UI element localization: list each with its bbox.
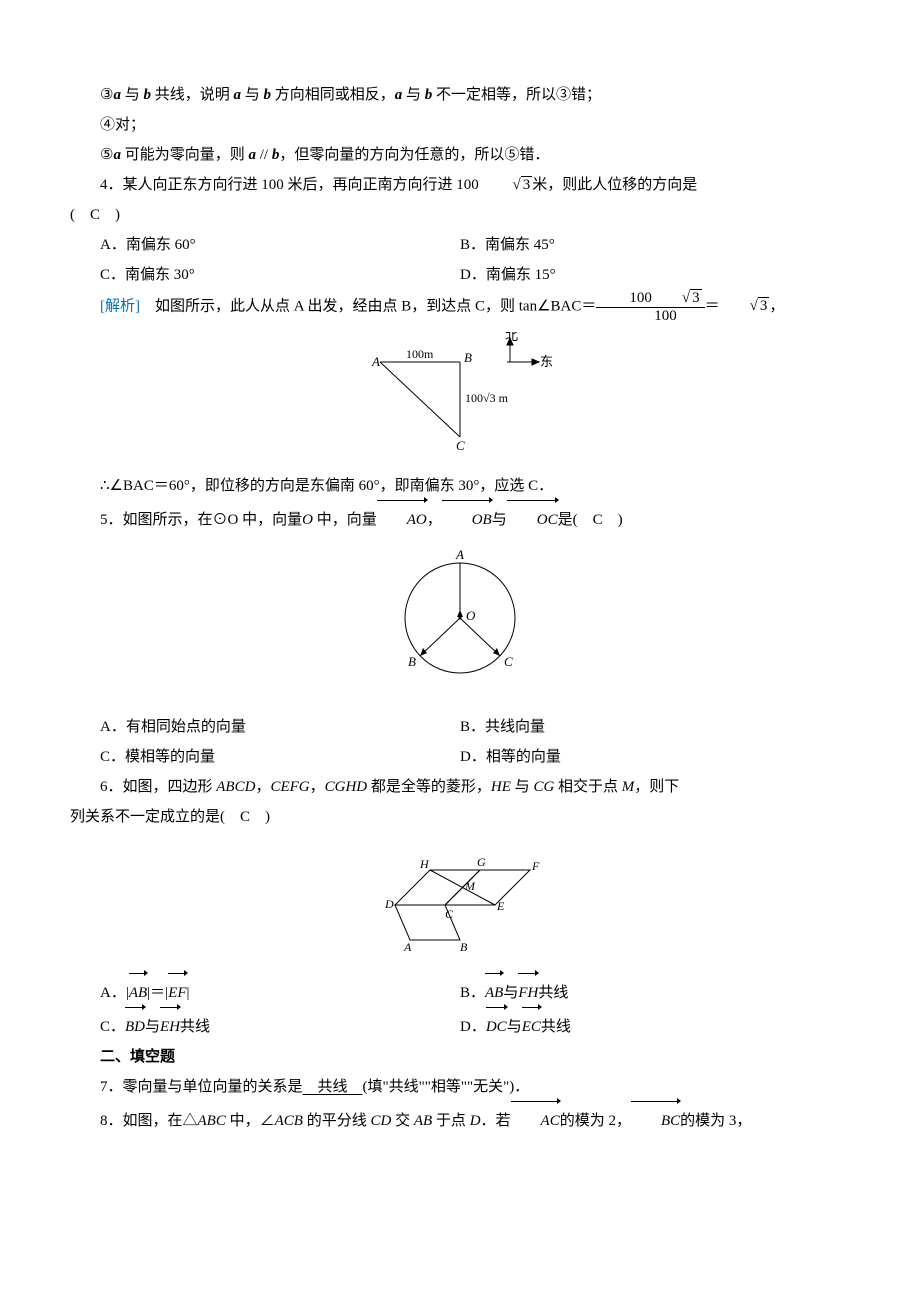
svg-text:A: A — [403, 940, 412, 954]
vec-oc: OC — [507, 501, 558, 535]
q5-opt-c: C．模相等的向量 — [100, 742, 460, 772]
q6-cont: 列关系不一定成立的是( C ) — [70, 802, 850, 832]
svg-text:D: D — [384, 897, 394, 911]
q4-opt-a: A．南偏东 60° — [100, 230, 460, 260]
q4-opt-c: C．南偏东 30° — [100, 260, 460, 290]
q5-opt-b: B．共线向量 — [460, 712, 820, 742]
section-2: 二、填空题 — [70, 1042, 850, 1072]
svg-text:H: H — [419, 857, 430, 871]
q4-analysis: [解析] 如图所示，此人从点 A 出发，经由点 B，到达点 C，则 tan∠BA… — [70, 290, 850, 324]
q5-options: A．有相同始点的向量 B．共线向量 C．模相等的向量 D．相等的向量 — [100, 712, 850, 772]
q6-opt-c: C．BD与EH共线 — [100, 1008, 460, 1042]
svg-text:C: C — [445, 907, 454, 921]
svg-text:B: B — [464, 350, 472, 365]
q4-conclusion: ∴∠BAC＝60°，即位移的方向是东偏南 60°，即南偏东 30°，应选 C． — [70, 471, 850, 501]
q4-opt-b: B．南偏东 45° — [460, 230, 820, 260]
vec-bc: BC — [631, 1102, 680, 1136]
q5: 5．如图所示，在⊙O 中，向量O 中，向量AO，OB与OC是( C ) — [70, 501, 850, 535]
svg-text:100√3 m: 100√3 m — [465, 391, 509, 405]
q4-opt-d: D．南偏东 15° — [460, 260, 820, 290]
vec-ac: AC — [511, 1102, 560, 1136]
q4-frac: 100√3100 — [596, 290, 704, 324]
q7: 7．零向量与单位向量的关系是 共线 (填"共线""相等""无关")． — [70, 1072, 850, 1102]
svg-text:C: C — [456, 438, 465, 452]
q6-opt-d: D．DC与EC共线 — [460, 1008, 820, 1042]
q5-figure: A O B C — [70, 543, 850, 704]
q4-paren: ( C ) — [70, 200, 850, 230]
svg-text:F: F — [531, 859, 540, 873]
vec-ob: OB — [442, 501, 492, 535]
analysis-label: [解析] — [100, 298, 140, 314]
svg-text:A: A — [455, 547, 464, 562]
q4-figure: A B C 100m 100√3 m 北 东 — [70, 332, 850, 463]
svg-text:A: A — [371, 354, 380, 369]
q6-figure: A B C D E F G H M — [70, 840, 850, 966]
svg-text:北: 北 — [505, 332, 518, 343]
line-3: ③a 与 b 共线，说明 a 与 b 方向相同或相反，a 与 b 不一定相等，所… — [70, 80, 850, 110]
q4: 4．某人向正东方向行进 100 米后，再向正南方向行进 100 √3米，则此人位… — [70, 170, 850, 200]
q8: 8．如图，在△ABC 中，∠ACB 的平分线 CD 交 AB 于点 D．若AC的… — [70, 1102, 850, 1136]
svg-text:B: B — [408, 654, 416, 669]
svg-text:100m: 100m — [406, 347, 434, 361]
q6: 6．如图，四边形 ABCD，CEFG，CGHD 都是全等的菱形，HE 与 CG … — [70, 772, 850, 802]
svg-text:E: E — [496, 899, 505, 913]
q7-answer: 共线 — [303, 1079, 363, 1095]
svg-text:G: G — [477, 855, 486, 869]
svg-text:O: O — [466, 608, 476, 623]
q6-options: A．|AB|＝|EF| B．AB与FH共线 C．BD与EH共线 D．DC与EC共… — [100, 974, 850, 1042]
q6-opt-b: B．AB与FH共线 — [460, 974, 820, 1008]
svg-text:C: C — [504, 654, 513, 669]
vec-ao: AO — [377, 501, 427, 535]
line-4: ④对； — [70, 110, 850, 140]
q4-options: A．南偏东 60° B．南偏东 45° C．南偏东 30° D．南偏东 15° — [100, 230, 850, 290]
q5-text: 5．如图所示，在⊙O 中，向量 — [100, 512, 302, 528]
svg-text:M: M — [464, 879, 476, 893]
q5-opt-d: D．相等的向量 — [460, 742, 820, 772]
svg-text:东: 东 — [540, 354, 553, 369]
q5-opt-a: A．有相同始点的向量 — [100, 712, 460, 742]
q6-opt-a: A．|AB|＝|EF| — [100, 974, 460, 1008]
line-5: ⑤a 可能为零向量，则 a // b，但零向量的方向为任意的，所以⑤错． — [70, 140, 850, 170]
q4-analysis-text: 如图所示，此人从点 A 出发，经由点 B，到达点 C，则 tan∠BAC＝ — [140, 298, 596, 314]
svg-text:B: B — [460, 940, 468, 954]
